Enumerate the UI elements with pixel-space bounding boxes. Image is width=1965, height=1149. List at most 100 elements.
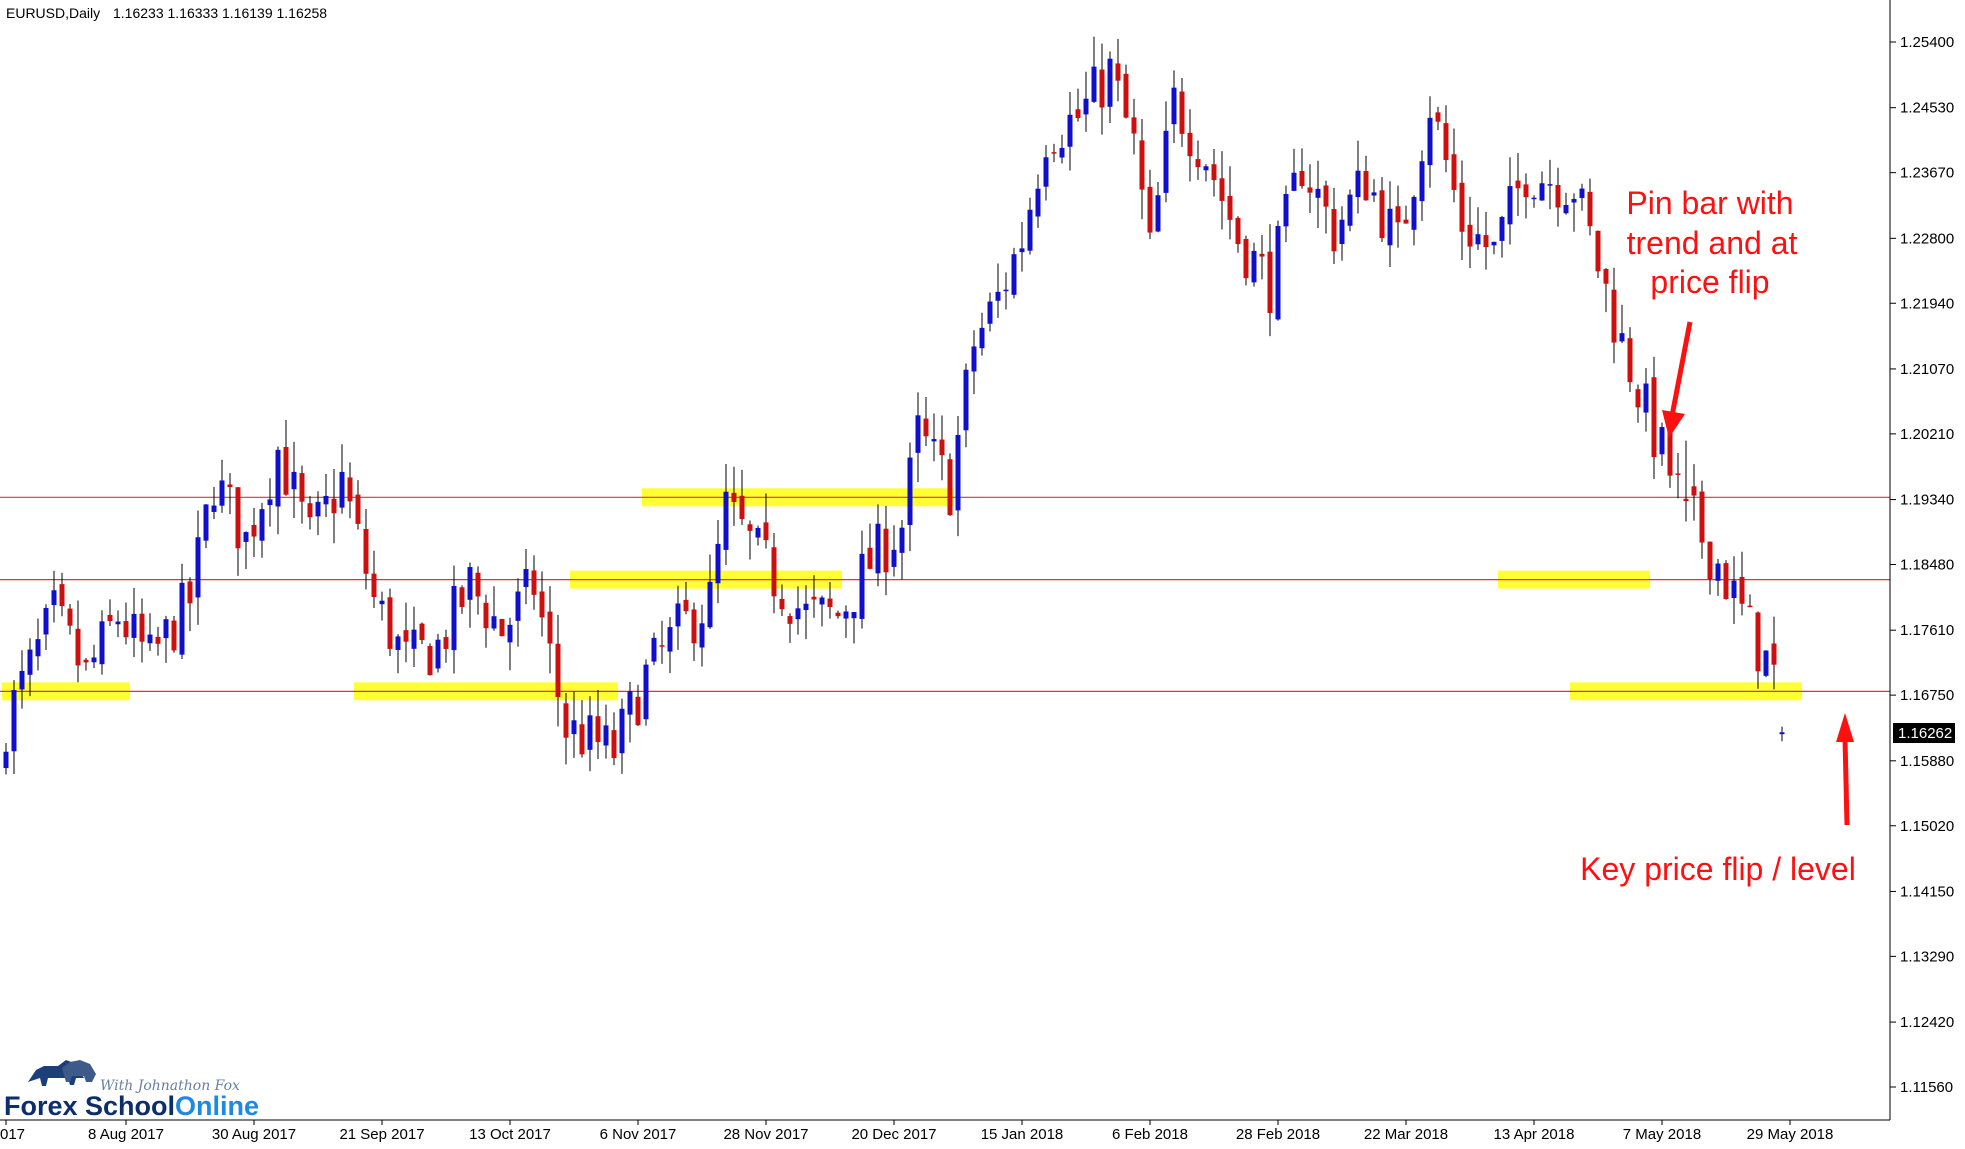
candle-body <box>1003 289 1009 292</box>
candle-body <box>1731 580 1737 599</box>
candle-body <box>555 643 561 697</box>
candle <box>451 565 457 674</box>
candle-body <box>1403 219 1409 224</box>
candles-layer <box>3 36 1785 775</box>
candle-body <box>1227 195 1233 220</box>
candle <box>547 586 553 674</box>
candle-body <box>1523 184 1529 198</box>
candle <box>347 462 353 519</box>
candle-body <box>843 611 849 619</box>
candle-body <box>427 645 433 676</box>
candle-body <box>91 657 97 663</box>
candle <box>619 698 625 774</box>
candle-body <box>347 477 353 502</box>
candle-body <box>619 708 625 754</box>
candle <box>267 478 273 527</box>
candle <box>387 588 393 657</box>
candle <box>171 615 177 653</box>
candle <box>403 602 409 663</box>
candle <box>1019 221 1025 272</box>
candle <box>1051 143 1057 163</box>
candle <box>1587 178 1593 236</box>
candle <box>1451 128 1457 203</box>
candle-body <box>99 621 105 665</box>
candle-body <box>155 636 161 644</box>
candle-body <box>1067 114 1073 147</box>
candle-body <box>1107 58 1113 107</box>
candle-body <box>723 491 729 550</box>
candle <box>395 634 401 674</box>
candle-body <box>867 547 873 569</box>
candle-body <box>299 473 305 502</box>
candle-body <box>203 504 209 541</box>
candle <box>299 465 305 524</box>
candle <box>1571 193 1577 232</box>
candle-body <box>1547 184 1553 186</box>
candle-body <box>275 449 281 507</box>
candle <box>587 696 593 772</box>
candle <box>683 581 689 615</box>
candle <box>1643 367 1649 432</box>
candle-body <box>11 690 17 752</box>
chart-symbol: EURUSD,Daily <box>6 5 100 21</box>
candle <box>1235 216 1241 253</box>
candle <box>475 566 481 615</box>
candle-body <box>1147 186 1153 233</box>
logo-word-2: Online <box>175 1091 259 1121</box>
candle <box>523 549 529 605</box>
y-tick-label: 1.22800 <box>1900 230 1954 247</box>
candle-body <box>747 524 753 531</box>
candle-body <box>43 607 49 635</box>
candle-body <box>595 716 601 743</box>
candle <box>1635 384 1641 423</box>
current-price-badge: 1.16262 <box>1893 723 1955 743</box>
candle <box>91 644 97 669</box>
candle <box>419 622 425 645</box>
candle <box>779 584 785 617</box>
candle-body <box>379 600 385 605</box>
candle-body <box>1619 333 1625 342</box>
candle <box>1403 205 1409 224</box>
candle-body <box>171 620 177 651</box>
candle <box>1003 272 1009 310</box>
candle-body <box>1435 112 1441 122</box>
candle <box>427 643 433 676</box>
candle <box>755 525 761 546</box>
candle <box>147 613 153 651</box>
candle-body <box>1675 473 1681 475</box>
candle-body <box>1651 377 1657 458</box>
candle-body <box>963 369 969 431</box>
candle <box>1347 189 1353 232</box>
candle <box>931 413 937 462</box>
candle <box>819 595 825 627</box>
candle-body <box>1659 427 1665 455</box>
candle-body <box>1771 643 1777 665</box>
candle-body <box>531 570 537 595</box>
candle <box>515 578 521 647</box>
candle <box>51 570 57 623</box>
candle <box>1579 183 1585 211</box>
candle-body <box>539 591 545 618</box>
y-tick-label: 1.23670 <box>1900 165 1954 182</box>
candle-body <box>931 439 937 442</box>
candle <box>1651 356 1657 479</box>
x-tick-label: 6 Feb 2018 <box>1112 1126 1188 1143</box>
candle-body <box>779 598 785 610</box>
x-tick-label: 8 Aug 2017 <box>88 1126 164 1143</box>
candle <box>851 611 857 644</box>
candle <box>1315 160 1321 228</box>
candle <box>1731 556 1737 624</box>
candle-body <box>1595 230 1601 272</box>
candle <box>1083 71 1089 132</box>
candle-body <box>1187 132 1193 157</box>
candle-body <box>1611 289 1617 343</box>
candle-body <box>403 630 409 642</box>
y-tick-label: 1.21070 <box>1900 361 1954 378</box>
candle <box>1155 181 1161 233</box>
candle <box>1363 155 1369 201</box>
candle-body <box>1035 188 1041 217</box>
candle-body <box>1747 605 1753 608</box>
candle <box>1427 96 1433 188</box>
candle-body <box>395 636 401 650</box>
